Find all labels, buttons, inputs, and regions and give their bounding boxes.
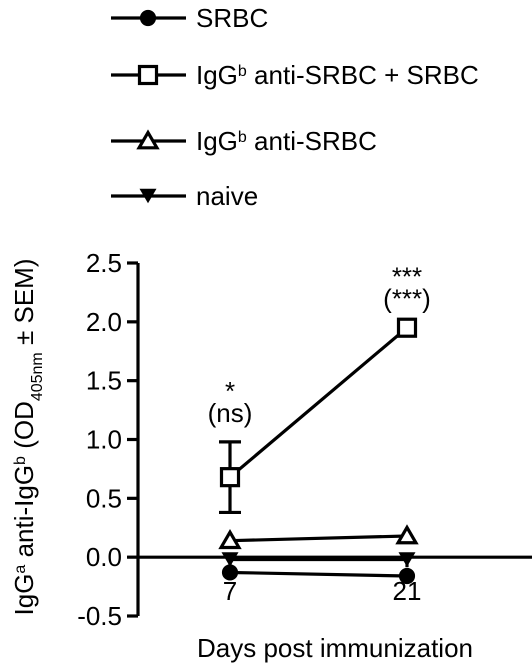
y-tick-label: 0.5 <box>86 483 122 513</box>
legend-label: SRBC <box>196 3 268 33</box>
data-point <box>218 529 242 550</box>
legend-item-circle: SRBC <box>111 3 268 33</box>
significance-label: (ns) <box>208 398 253 428</box>
legend-label: IgGb anti-SRBC + SRBC <box>196 60 479 90</box>
y-axis-title-prefix: IgG <box>9 574 39 616</box>
legend-label-base: IgG <box>196 60 238 90</box>
legend-marker <box>139 9 157 27</box>
data-point <box>219 467 241 488</box>
x-axis-title: Days post immunization <box>197 633 473 663</box>
x-tick-label: 7 <box>223 576 237 606</box>
data-point <box>396 317 418 338</box>
significance-label: (***) <box>383 284 431 314</box>
legend-label-base: naive <box>196 181 258 211</box>
legend-label-base: IgG <box>196 126 238 156</box>
legend-marker <box>137 64 159 86</box>
legend-item-square: IgGb anti-SRBC + SRBC <box>111 60 479 90</box>
y-axis-title-sub: 405nm <box>29 352 46 401</box>
series-line <box>229 534 408 543</box>
legend-label: IgGb anti-SRBC <box>196 126 377 156</box>
y-axis-title-mid: anti-IgG <box>9 465 39 565</box>
data-point <box>221 564 239 581</box>
data-point <box>398 552 416 567</box>
series-triangle-up <box>218 524 419 550</box>
y-tick-label: 1.0 <box>86 425 122 455</box>
significance-label: * <box>225 376 235 406</box>
y-tick-label: 1.5 <box>86 366 122 396</box>
legend-label: naive <box>196 181 258 211</box>
legend-label-sup: b <box>238 63 247 80</box>
series-circle <box>221 564 416 585</box>
legend-item-triangle-up: IgGb anti-SRBC <box>111 126 377 156</box>
y-axis: -0.5 0.0 0.5 1.0 1.5 2.0 2.5 <box>77 248 140 631</box>
significance-label: *** <box>392 262 422 292</box>
legend-item-triangle-down: naive <box>111 181 258 211</box>
y-axis-title-open: (OD <box>9 401 39 456</box>
series-triangle-down <box>221 552 416 567</box>
y-tick-label: 2.5 <box>86 248 122 278</box>
y-axis-title: IgGa anti-IgGb (OD405nm ± SEM) <box>9 259 46 616</box>
legend-marker <box>139 188 157 204</box>
y-axis-title-close: ± SEM) <box>9 259 39 353</box>
y-axis-title-sup2: b <box>12 456 29 465</box>
series-line <box>228 326 409 479</box>
annotations: *(ns) ***(***) <box>208 262 431 428</box>
y-tick-label: -0.5 <box>77 601 122 631</box>
data-point <box>398 567 416 585</box>
legend-marker <box>136 129 160 150</box>
data-point <box>221 552 239 567</box>
series-layer <box>218 317 419 585</box>
legend-label-sup: b <box>238 129 247 146</box>
y-axis-title-sup1: a <box>12 565 29 574</box>
legend-label-base: SRBC <box>196 3 268 33</box>
series-line <box>229 570 408 578</box>
y-tick-label: 2.0 <box>86 307 122 337</box>
data-point <box>395 524 419 545</box>
y-tick-label: 0.0 <box>86 542 122 572</box>
x-axis: 7 21 <box>138 555 532 606</box>
legend-label-rest: anti-SRBC + SRBC <box>247 60 479 90</box>
series-square <box>219 317 418 515</box>
legend-label-rest: anti-SRBC <box>247 126 377 156</box>
